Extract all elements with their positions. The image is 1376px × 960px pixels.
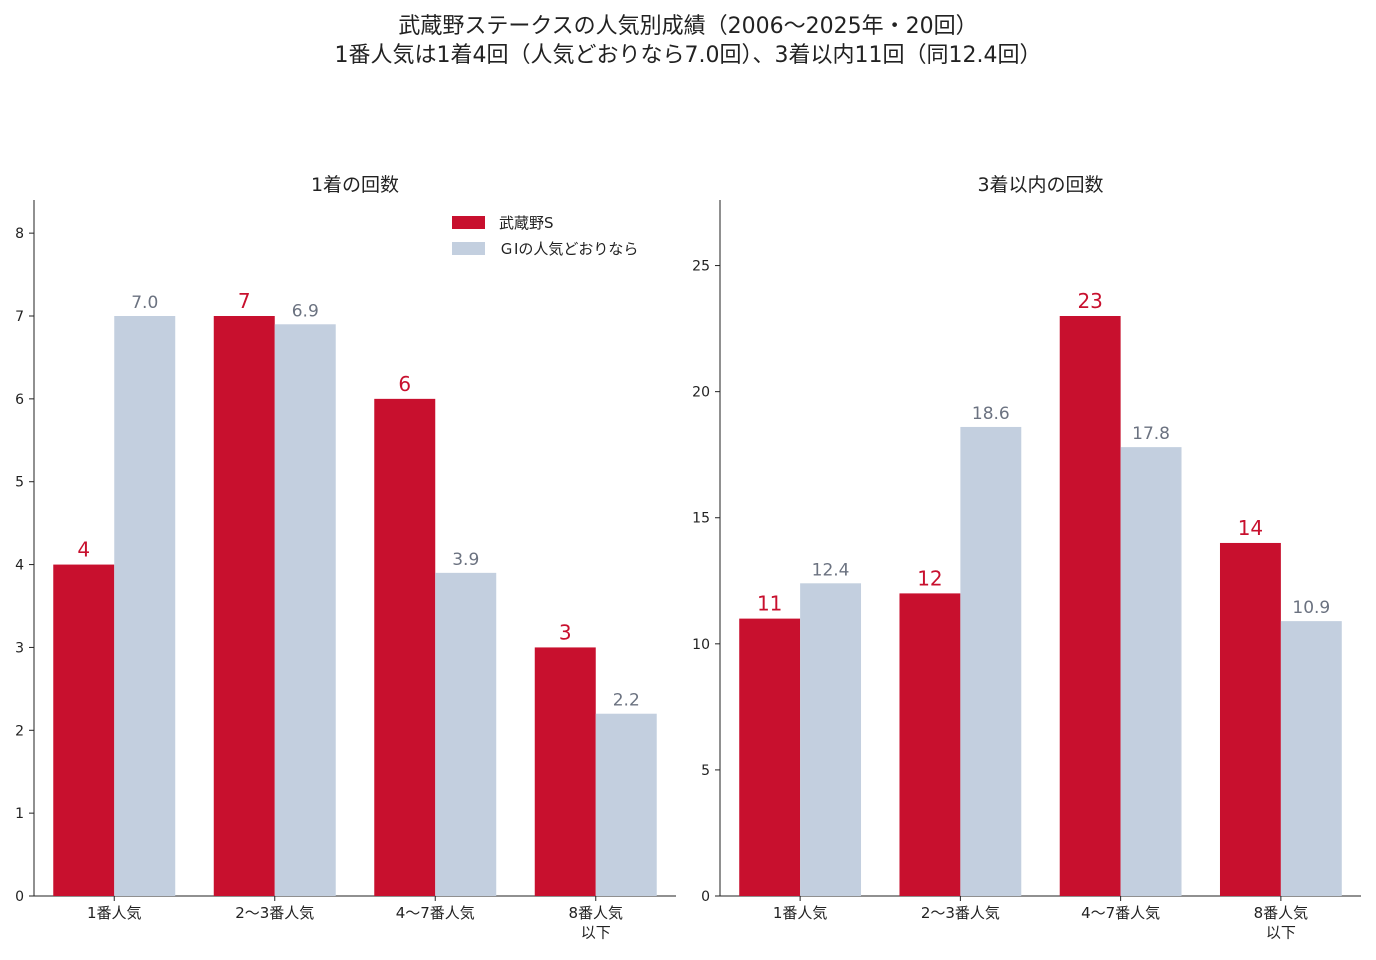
y-tick-label: 7 (15, 309, 24, 325)
data-label-actual: 4 (77, 538, 90, 562)
y-tick-label: 1 (15, 806, 24, 822)
y-tick-label: 0 (701, 889, 710, 905)
bar-actual (899, 593, 961, 896)
data-label-expected: 17.8 (1132, 424, 1170, 444)
bar-expected (1280, 621, 1342, 896)
x-tick-label: 1番人気 (87, 904, 142, 922)
data-label-expected: 10.9 (1292, 598, 1330, 618)
y-tick-label: 4 (15, 558, 24, 574)
figure-title-line-2: 1番人気は1着4回（人気どおりなら7.0回）、3着以内11回（同12.4回） (334, 43, 1042, 68)
bar-expected (1120, 447, 1182, 896)
data-label-expected: 3.9 (452, 550, 479, 570)
figure-title: 武蔵野ステークスの人気別成績（2006〜2025年・20回） 1番人気は1着4回… (0, 12, 1376, 70)
x-tick-label: 1番人気 (773, 904, 828, 922)
data-label-expected: 12.4 (812, 560, 850, 580)
data-label-actual: 6 (398, 372, 411, 396)
panel-title: 1着の回数 (311, 174, 399, 196)
bar-actual (534, 647, 596, 896)
x-tick-label: 8番人気以下 (1254, 904, 1309, 942)
bar-expected (960, 426, 1022, 896)
bar-actual (374, 398, 436, 896)
bar-actual (213, 316, 275, 896)
data-label-expected: 18.6 (972, 404, 1010, 424)
bar-expected (274, 324, 336, 896)
data-label-actual: 7 (238, 289, 251, 313)
y-tick-label: 5 (15, 475, 24, 491)
y-tick-label: 2 (15, 723, 24, 739)
data-label-actual: 23 (1077, 289, 1102, 313)
bar-expected (800, 583, 862, 896)
y-tick-label: 25 (692, 259, 710, 275)
bar-expected (435, 572, 497, 896)
bar-actual (739, 618, 801, 896)
x-tick-label: 2〜3番人気 (235, 904, 314, 922)
x-tick-label: 4〜7番人気 (396, 904, 475, 922)
panel-title: 3着以内の回数 (977, 174, 1103, 196)
bar-actual (53, 564, 115, 896)
x-tick-label: 8番人気以下 (568, 904, 623, 942)
data-label-actual: 14 (1238, 516, 1263, 540)
y-tick-label: 0 (15, 889, 24, 905)
data-label-expected: 2.2 (613, 691, 640, 711)
x-tick-label: 2〜3番人気 (921, 904, 1000, 922)
figure-title-line-1: 武蔵野ステークスの人気別成績（2006〜2025年・20回） (398, 14, 978, 39)
legend-swatch (452, 216, 485, 229)
y-tick-label: 10 (692, 637, 710, 653)
bar-expected (595, 713, 657, 896)
bar-actual (1059, 316, 1121, 896)
legend-label: 武蔵野S (499, 214, 554, 232)
y-tick-label: 5 (701, 763, 710, 779)
data-label-expected: 7.0 (131, 293, 158, 313)
data-label-expected: 6.9 (292, 301, 319, 321)
data-label-actual: 11 (757, 592, 782, 616)
data-label-actual: 3 (559, 620, 572, 644)
legend-label: ＧⅠの人気どおりなら (499, 240, 638, 258)
y-tick-label: 20 (692, 385, 710, 401)
legend-swatch (452, 242, 485, 255)
y-tick-label: 6 (15, 392, 24, 408)
y-tick-label: 3 (15, 640, 24, 656)
x-tick-label: 4〜7番人気 (1081, 904, 1160, 922)
y-tick-label: 8 (15, 226, 24, 242)
bar-actual (1219, 542, 1281, 896)
data-label-actual: 12 (917, 566, 942, 590)
bar-expected (114, 316, 176, 896)
y-tick-label: 15 (692, 511, 710, 527)
